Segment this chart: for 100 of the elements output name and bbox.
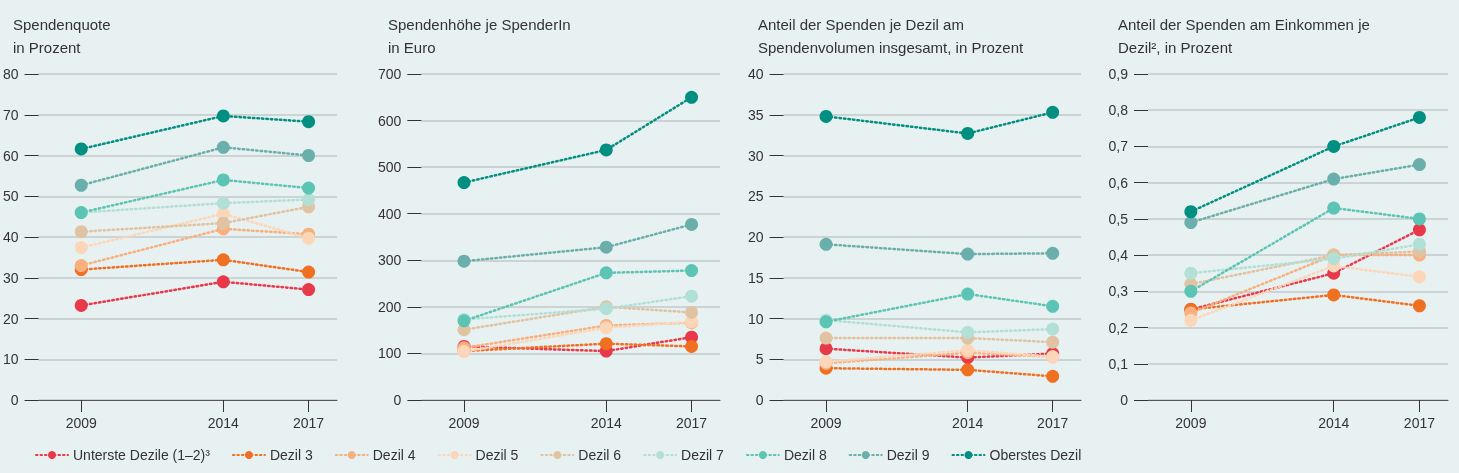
x-tick-label: 2017 [293,415,325,431]
point [685,305,699,319]
point [1327,172,1341,186]
y-tick-label: 400 [378,205,402,222]
point [1327,201,1341,215]
point [216,216,230,230]
y-tick-label: 500 [378,159,402,176]
point [1046,246,1060,260]
chart-title: Anteil der Spenden je Dezil am Spendenvolumen insgesamt, in Prozent [758,16,1024,56]
y-tick-label: 5 [755,351,764,368]
point [1412,110,1426,124]
y-tick-label: 600 [378,112,402,129]
point [216,109,230,123]
y-tick-label: 0,1 [1108,355,1129,372]
y-tick-label: 70 [2,106,19,123]
legend-label: Oberstes Dezil [989,447,1082,463]
point [74,298,88,312]
point [819,237,833,251]
point [685,289,699,303]
point [1412,270,1426,284]
x-tick-label: 2017 [675,415,708,431]
y-tick-label: 0,6 [1108,174,1129,191]
y-tick-label: 0,5 [1108,210,1129,227]
y-tick-label: 700 [378,66,402,82]
x-tick-label: 2009 [448,415,480,431]
legend-label: Dezil 4 [372,447,416,463]
point [685,264,699,278]
point [599,266,613,280]
x-tick-label: 2009 [810,415,842,431]
legend-label: Dezil 6 [578,447,622,463]
y-tick-label: 25 [747,188,764,205]
y-tick-label: 0,3 [1108,283,1129,300]
y-tick-label: 50 [2,188,19,205]
chart-title: Spendenhöhe je SpenderIn in Euro [388,16,571,56]
y-tick-label: 60 [2,147,19,164]
legend-label: Dezil 7 [681,447,725,463]
point [1184,284,1198,298]
point [302,149,316,162]
x-tick-label: 2009 [65,415,97,431]
x-tick-label: 2017 [1403,415,1436,431]
x-tick-label: 2014 [207,415,240,431]
point [961,287,975,301]
point [961,325,975,339]
y-tick-label: 0 [393,392,402,408]
chart-title: Spendenquote in Prozent [13,16,111,56]
point [1327,288,1341,302]
point [1412,237,1426,251]
point [74,225,88,239]
point [74,178,88,192]
point [302,181,316,195]
point [302,115,316,129]
point [819,109,833,123]
y-tick-label: 10 [2,351,19,368]
point [599,337,613,351]
x-tick-label: 2014 [952,415,984,431]
point [685,339,699,353]
point [685,90,699,104]
point [1412,158,1426,172]
y-tick-label: 0 [755,392,764,408]
y-tick-label: 15 [747,269,764,286]
y-tick-label: 10 [747,310,764,327]
x-tick-label: 2014 [1318,415,1350,431]
point [1184,216,1198,230]
point [302,231,316,245]
point [302,265,316,279]
legend-label: Dezil 3 [269,447,313,463]
y-tick-label: 0 [10,392,19,408]
y-tick-label: 20 [747,229,764,245]
point [74,259,88,273]
y-tick-label: 35 [747,106,764,123]
point [1412,212,1426,226]
point [599,240,613,254]
y-tick-label: 0,7 [1108,138,1129,155]
legend-label: Dezil 5 [475,447,519,463]
legend-label: Dezil 9 [886,447,930,463]
point [819,331,833,345]
y-tick-label: 40 [747,66,764,82]
y-tick-label: 0,4 [1108,247,1129,264]
chart-title: Anteil der Spenden am Einkommen je Dezil², in Prozent [1118,16,1370,56]
point [1046,369,1060,383]
point [216,173,230,187]
point [685,217,699,231]
x-tick-label: 2009 [1175,415,1207,431]
y-tick-label: 80 [2,66,19,82]
point [1412,223,1426,237]
point [819,342,833,356]
point [599,143,613,157]
y-tick-label: 200 [378,298,402,315]
y-tick-label: 0,8 [1108,102,1129,119]
point [1412,299,1426,313]
y-tick-label: 100 [378,345,402,362]
point [216,196,230,210]
point [457,176,471,190]
y-tick-label: 30 [747,147,764,164]
point [1046,335,1060,349]
x-tick-label: 2014 [590,415,623,431]
point [1046,322,1060,336]
point [961,363,975,377]
legend-label: Unterste Dezile (1–2)³ [73,447,211,463]
point [961,127,975,140]
